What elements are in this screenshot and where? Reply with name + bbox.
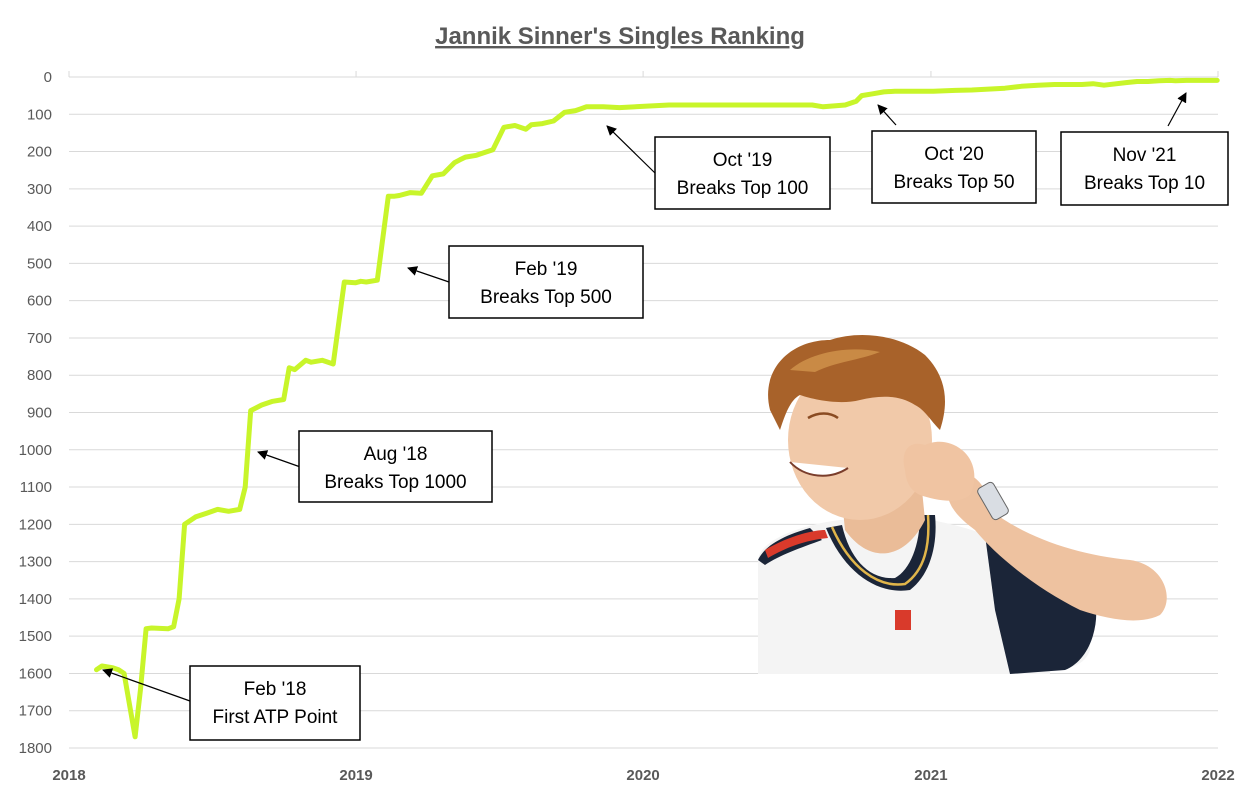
y-tick-label: 900: [27, 405, 52, 422]
x-tick-label: 2020: [626, 767, 659, 784]
annotation: Oct '19 Breaks Top 100: [606, 125, 831, 210]
y-tick-label: 400: [27, 218, 52, 235]
y-tick-label: 800: [27, 367, 52, 384]
annotation-box: [448, 245, 644, 319]
annotation-label: Breaks Top 1000: [324, 472, 466, 493]
y-tick-label: 700: [27, 330, 52, 347]
y-tick-label: 1500: [19, 628, 52, 645]
y-tick-label: 1300: [19, 554, 52, 571]
player-arm: [946, 470, 1167, 621]
annotation-label: First ATP Point: [213, 707, 339, 728]
y-axis-ticks: 0 100 200 300 400 500 600 700 800 900 1000 1100 1200…: [19, 69, 52, 757]
x-tick-label: 2021: [914, 767, 947, 784]
y-tick-label: 1000: [19, 442, 52, 459]
ranking-line: [94, 77, 1220, 740]
annotations: Feb '18 First ATP Point Aug '18 Breaks Top …: [102, 92, 1229, 741]
annotation-date: Nov '21: [1113, 145, 1177, 166]
annotation-arrow: [1167, 92, 1187, 127]
player-photo: [758, 335, 1167, 674]
y-tick-label: 0: [44, 69, 52, 86]
annotation: Nov '21 Breaks Top 10: [1060, 92, 1229, 206]
y-tick-label: 1600: [19, 665, 52, 682]
y-tick-label: 100: [27, 106, 52, 123]
annotation-date: Aug '18: [364, 444, 428, 465]
annotation-box: [298, 430, 493, 503]
annotation-date: Oct '19: [713, 150, 773, 171]
annotation-label: Breaks Top 500: [480, 287, 612, 308]
annotation-arrow: [407, 266, 450, 283]
x-tick-label: 2018: [52, 767, 85, 784]
chart-title: Jannik Sinner's Singles Ranking: [435, 23, 805, 50]
shirt-red-trim: [765, 530, 828, 558]
annotation-label: Breaks Top 50: [893, 172, 1014, 193]
player-wristband: [977, 481, 1009, 521]
player-shirt-right-panel: [985, 535, 1097, 674]
annotation-label: Breaks Top 10: [1084, 173, 1205, 194]
annotation: Feb '18 First ATP Point: [102, 665, 361, 741]
annotation-date: Feb '19: [515, 259, 578, 280]
x-axis-ticks: 2018 2019 2020 2021 2022: [52, 71, 1235, 784]
annotation: Aug '18 Breaks Top 1000: [257, 430, 493, 503]
annotation-arrow: [877, 104, 897, 126]
annotation-arrow: [606, 125, 656, 174]
player-hand: [903, 441, 975, 501]
y-tick-label: 600: [27, 293, 52, 310]
y-tick-label: 1200: [19, 516, 52, 533]
y-tick-label: 300: [27, 181, 52, 198]
annotation-box: [871, 130, 1037, 204]
annotation-box: [654, 136, 831, 210]
y-tick-label: 1100: [20, 479, 52, 496]
y-tick-label: 1700: [19, 703, 52, 720]
annotation-box: [189, 665, 361, 741]
x-tick-label: 2022: [1201, 767, 1234, 784]
player-collar-trim: [830, 514, 930, 586]
annotation-box: [1060, 131, 1229, 206]
annotation-label: Breaks Top 100: [677, 178, 809, 199]
annotation-date: Feb '18: [244, 679, 307, 700]
annotation: Feb '19 Breaks Top 500: [407, 245, 644, 319]
player-eyebrow: [807, 412, 839, 420]
y-tick-label: 1800: [19, 740, 52, 757]
player-hair-highlight: [790, 349, 880, 372]
y-tick-label: 500: [27, 255, 52, 272]
x-tick-label: 2019: [339, 767, 372, 784]
annotation-date: Oct '20: [924, 144, 984, 165]
shirt-logo: [895, 610, 911, 630]
annotation-arrow: [102, 668, 191, 702]
annotation-arrow: [257, 450, 300, 468]
annotation: Oct '20 Breaks Top 50: [871, 104, 1037, 204]
player-smile: [789, 461, 849, 477]
player-collar: [826, 515, 936, 591]
y-tick-label: 1400: [19, 591, 52, 608]
y-tick-label: 200: [27, 144, 52, 161]
